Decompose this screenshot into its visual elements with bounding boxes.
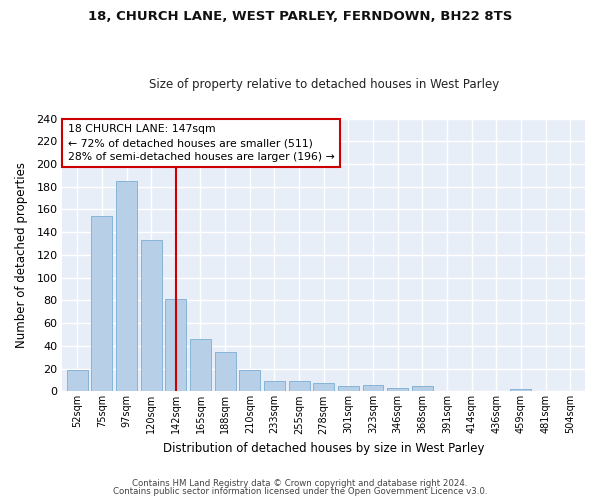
Text: Contains public sector information licensed under the Open Government Licence v3: Contains public sector information licen… — [113, 487, 487, 496]
Bar — [141, 240, 161, 392]
Title: Size of property relative to detached houses in West Parley: Size of property relative to detached ho… — [149, 78, 499, 91]
Bar — [166, 300, 187, 392]
Bar — [387, 388, 408, 392]
Bar — [289, 381, 310, 392]
Bar — [215, 352, 236, 392]
Bar — [239, 370, 260, 392]
Bar — [264, 381, 285, 392]
Bar — [338, 386, 359, 392]
Bar — [190, 339, 211, 392]
Text: 18, CHURCH LANE, WEST PARLEY, FERNDOWN, BH22 8TS: 18, CHURCH LANE, WEST PARLEY, FERNDOWN, … — [88, 10, 512, 23]
Text: Contains HM Land Registry data © Crown copyright and database right 2024.: Contains HM Land Registry data © Crown c… — [132, 478, 468, 488]
X-axis label: Distribution of detached houses by size in West Parley: Distribution of detached houses by size … — [163, 442, 484, 455]
Bar — [362, 384, 383, 392]
Bar — [511, 389, 532, 392]
Bar — [91, 216, 112, 392]
Text: 18 CHURCH LANE: 147sqm
← 72% of detached houses are smaller (511)
28% of semi-de: 18 CHURCH LANE: 147sqm ← 72% of detached… — [68, 124, 334, 162]
Bar — [67, 370, 88, 392]
Bar — [412, 386, 433, 392]
Bar — [313, 384, 334, 392]
Bar — [116, 181, 137, 392]
Y-axis label: Number of detached properties: Number of detached properties — [15, 162, 28, 348]
